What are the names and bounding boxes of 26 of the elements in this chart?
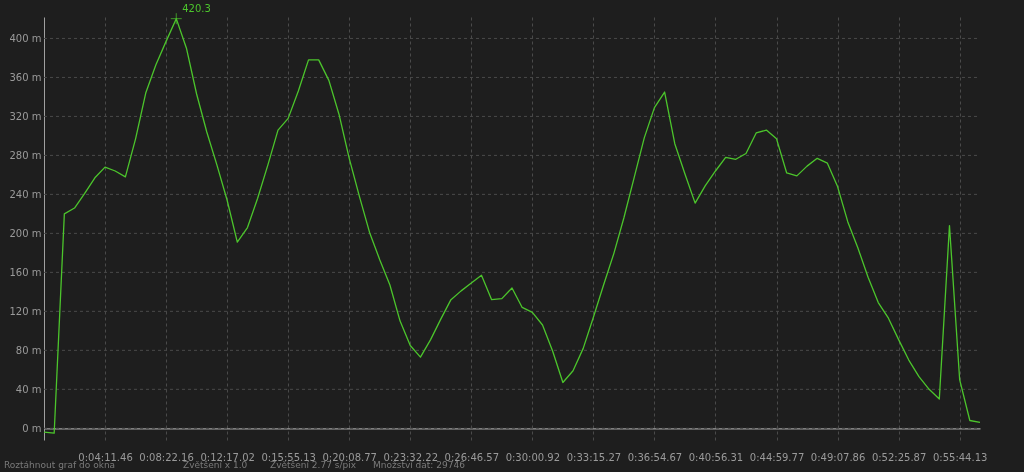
y-tick-label: 320 m — [9, 110, 42, 122]
x-tick-label: 0:55:44.13 — [932, 451, 988, 463]
x-tick-label: 0:52:25.87 — [871, 451, 927, 463]
y-tick-label: 400 m — [9, 32, 42, 44]
x-tick-label: 0:23:32.22 — [383, 451, 438, 463]
text: Množství dat: 29746 — [373, 460, 466, 470]
x-tick-label: 0:44:59.77 — [749, 451, 805, 463]
text: Roztáhnout graf do okna — [4, 460, 116, 470]
y-tick-label: 40 m — [15, 383, 42, 395]
y-tick-label: 120 m — [9, 305, 42, 317]
y-tick-label: 360 m — [9, 71, 42, 83]
y-tick-label: 280 m — [9, 149, 42, 161]
x-tick-label: 0:36:54.67 — [627, 451, 683, 463]
text: Zvětšení 2.77 s/pix — [270, 460, 357, 470]
x-tick-label: 0:40:56.31 — [688, 451, 744, 463]
text: Zvětšení x 1.0 — [183, 460, 248, 470]
y-tick-label: 200 m — [9, 227, 42, 239]
text: 420.3 — [182, 2, 211, 14]
y-tick-label: 80 m — [15, 344, 42, 356]
y-tick-label: 160 m — [9, 266, 42, 278]
x-tick-label: 0:33:15.27 — [566, 451, 622, 463]
y-tick-label: 0 m — [22, 422, 42, 434]
y-tick-label: 240 m — [9, 188, 42, 200]
x-tick-label: 0:30:00.92 — [505, 451, 561, 463]
x-tick-label: 0:49:07.86 — [810, 451, 866, 463]
x-tick-label: 0:04:11.46 — [78, 451, 133, 463]
